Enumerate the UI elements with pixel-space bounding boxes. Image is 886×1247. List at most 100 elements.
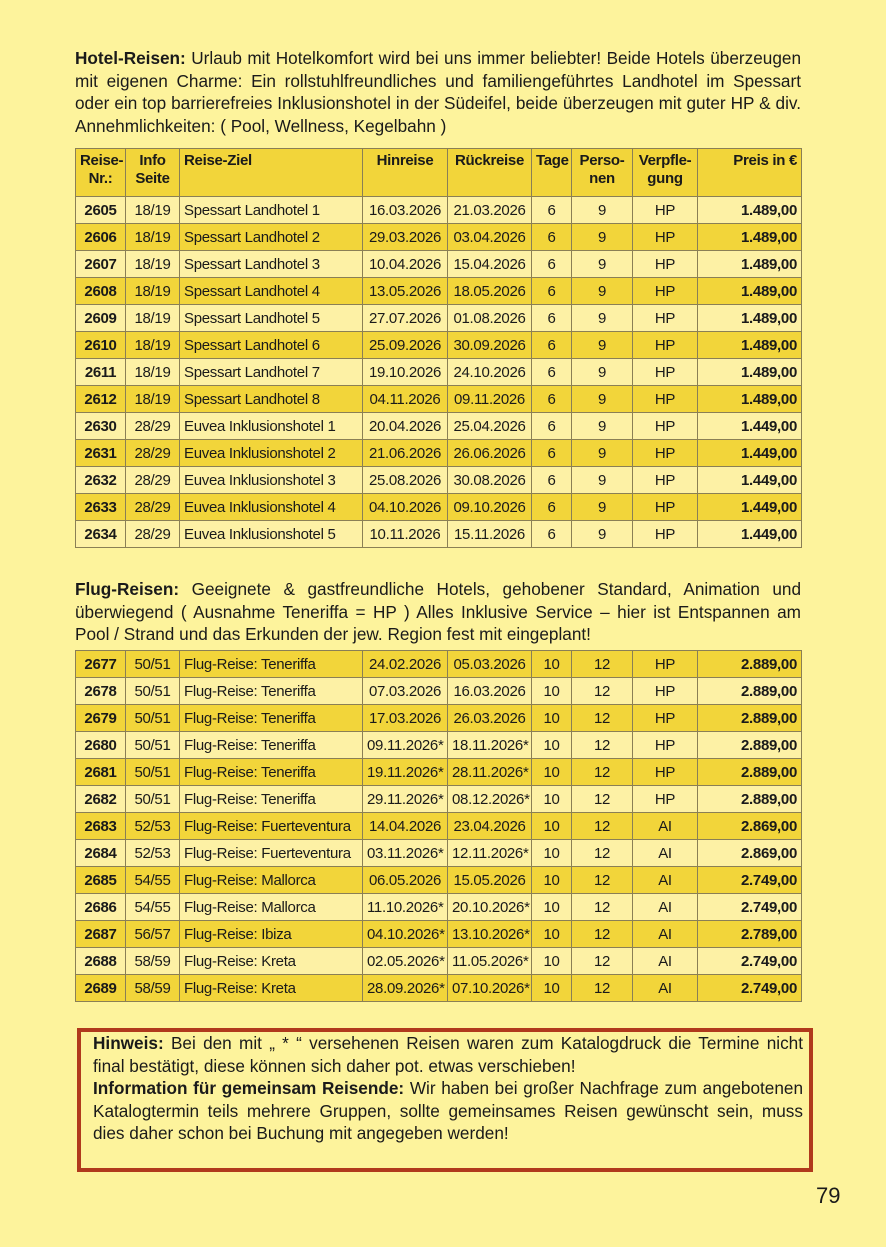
catering-cell: HP xyxy=(632,520,698,548)
column-header-days: Tage xyxy=(531,148,572,197)
info-page-cell: 56/57 xyxy=(125,920,180,948)
days-cell: 10 xyxy=(531,758,572,786)
price-cell: 1.449,00 xyxy=(697,466,802,494)
trip-number-cell: 2686 xyxy=(75,893,126,921)
departure-date-cell: 28.09.2026* xyxy=(362,974,448,1002)
days-cell: 10 xyxy=(531,677,572,705)
table-row: 2681 50/51 Flug-Reise: Teneriffa 19.11.2026… xyxy=(75,758,802,786)
days-cell: 6 xyxy=(531,223,572,251)
days-cell: 6 xyxy=(531,358,572,386)
return-date-cell: 01.08.2026 xyxy=(447,304,532,332)
table-row: 2609 18/19 Spessart Landhotel 5 27.07.2026 0… xyxy=(75,304,802,332)
column-header-destination: Reise-Ziel xyxy=(179,148,363,197)
return-date-cell: 09.10.2026 xyxy=(447,493,532,521)
table-row: 2606 18/19 Spessart Landhotel 2 29.03.2026 0… xyxy=(75,223,802,251)
return-date-cell: 26.03.2026 xyxy=(447,704,532,732)
return-date-cell: 09.11.2026 xyxy=(447,385,532,413)
departure-date-cell: 17.03.2026 xyxy=(362,704,448,732)
days-cell: 10 xyxy=(531,947,572,975)
info-page-cell: 28/29 xyxy=(125,493,180,521)
table-row: 2682 50/51 Flug-Reise: Teneriffa 29.11.2026… xyxy=(75,785,802,813)
days-cell: 6 xyxy=(531,385,572,413)
departure-date-cell: 10.04.2026 xyxy=(362,250,448,278)
table-row: 2605 18/19 Spessart Landhotel 1 16.03.2026 2… xyxy=(75,196,802,224)
persons-cell: 9 xyxy=(571,277,633,305)
days-cell: 6 xyxy=(531,439,572,467)
column-header-persons: Perso- nen xyxy=(571,148,633,197)
departure-date-cell: 29.03.2026 xyxy=(362,223,448,251)
table-row: 2679 50/51 Flug-Reise: Teneriffa 17.03.2026… xyxy=(75,704,802,732)
destination-cell: Spessart Landhotel 6 xyxy=(179,331,363,359)
destination-cell: Flug-Reise: Fuerteventura xyxy=(179,812,363,840)
persons-cell: 12 xyxy=(571,677,633,705)
departure-date-cell: 29.11.2026* xyxy=(362,785,448,813)
destination-cell: Flug-Reise: Teneriffa xyxy=(179,650,363,678)
table-row: 2633 28/29 Euvea Inklusionshotel 4 04.10.20… xyxy=(75,493,802,521)
return-date-cell: 08.12.2026* xyxy=(447,785,532,813)
return-date-cell: 07.10.2026* xyxy=(447,974,532,1002)
return-date-cell: 15.11.2026 xyxy=(447,520,532,548)
days-cell: 6 xyxy=(531,493,572,521)
persons-cell: 12 xyxy=(571,947,633,975)
persons-cell: 9 xyxy=(571,304,633,332)
catering-cell: HP xyxy=(632,250,698,278)
return-date-cell: 20.10.2026* xyxy=(447,893,532,921)
destination-cell: Euvea Inklusionshotel 5 xyxy=(179,520,363,548)
return-date-cell: 24.10.2026 xyxy=(447,358,532,386)
catering-cell: HP xyxy=(632,385,698,413)
catering-cell: AI xyxy=(632,839,698,867)
catering-cell: HP xyxy=(632,493,698,521)
persons-cell: 9 xyxy=(571,385,633,413)
persons-cell: 12 xyxy=(571,650,633,678)
departure-date-cell: 14.04.2026 xyxy=(362,812,448,840)
departure-date-cell: 24.02.2026 xyxy=(362,650,448,678)
catering-cell: HP xyxy=(632,704,698,732)
destination-cell: Flug-Reise: Ibiza xyxy=(179,920,363,948)
price-cell: 2.789,00 xyxy=(697,920,802,948)
persons-cell: 12 xyxy=(571,812,633,840)
days-cell: 10 xyxy=(531,812,572,840)
column-header-return-date: Rückreise xyxy=(447,148,532,197)
destination-cell: Euvea Inklusionshotel 4 xyxy=(179,493,363,521)
price-cell: 1.489,00 xyxy=(697,331,802,359)
price-cell: 2.749,00 xyxy=(697,974,802,1002)
destination-cell: Spessart Landhotel 7 xyxy=(179,358,363,386)
info-page-cell: 50/51 xyxy=(125,758,180,786)
info-page-cell: 54/55 xyxy=(125,893,180,921)
destination-cell: Spessart Landhotel 4 xyxy=(179,277,363,305)
catering-cell: HP xyxy=(632,466,698,494)
catering-cell: HP xyxy=(632,277,698,305)
trip-number-cell: 2632 xyxy=(75,466,126,494)
info-page-cell: 18/19 xyxy=(125,385,180,413)
days-cell: 10 xyxy=(531,974,572,1002)
departure-date-cell: 02.05.2026* xyxy=(362,947,448,975)
destination-cell: Spessart Landhotel 3 xyxy=(179,250,363,278)
trip-number-cell: 2605 xyxy=(75,196,126,224)
catering-cell: HP xyxy=(632,731,698,759)
persons-cell: 12 xyxy=(571,866,633,894)
return-date-cell: 21.03.2026 xyxy=(447,196,532,224)
catering-cell: HP xyxy=(632,439,698,467)
catering-cell: HP xyxy=(632,650,698,678)
return-date-cell: 15.04.2026 xyxy=(447,250,532,278)
persons-cell: 12 xyxy=(571,731,633,759)
notice-text: Bei den mit „ * “ versehenen Reisen ware… xyxy=(93,1033,803,1076)
destination-cell: Flug-Reise: Mallorca xyxy=(179,893,363,921)
catering-cell: AI xyxy=(632,812,698,840)
info-page-cell: 58/59 xyxy=(125,974,180,1002)
price-cell: 1.489,00 xyxy=(697,196,802,224)
trip-number-cell: 2609 xyxy=(75,304,126,332)
destination-cell: Flug-Reise: Kreta xyxy=(179,947,363,975)
info-page-cell: 28/29 xyxy=(125,520,180,548)
price-cell: 1.489,00 xyxy=(697,358,802,386)
return-date-cell: 28.11.2026* xyxy=(447,758,532,786)
header-row: Reise- Nr.: Info Seite Reise-Ziel Hinreise R… xyxy=(75,148,802,197)
page-number: 79 xyxy=(816,1183,841,1208)
trip-number-cell: 2679 xyxy=(75,704,126,732)
price-cell: 2.889,00 xyxy=(697,704,802,732)
table-row: 2678 50/51 Flug-Reise: Teneriffa 07.03.2026… xyxy=(75,677,802,705)
destination-cell: Flug-Reise: Fuerteventura xyxy=(179,839,363,867)
return-date-cell: 16.03.2026 xyxy=(447,677,532,705)
trip-number-cell: 2681 xyxy=(75,758,126,786)
trip-number-cell: 2680 xyxy=(75,731,126,759)
